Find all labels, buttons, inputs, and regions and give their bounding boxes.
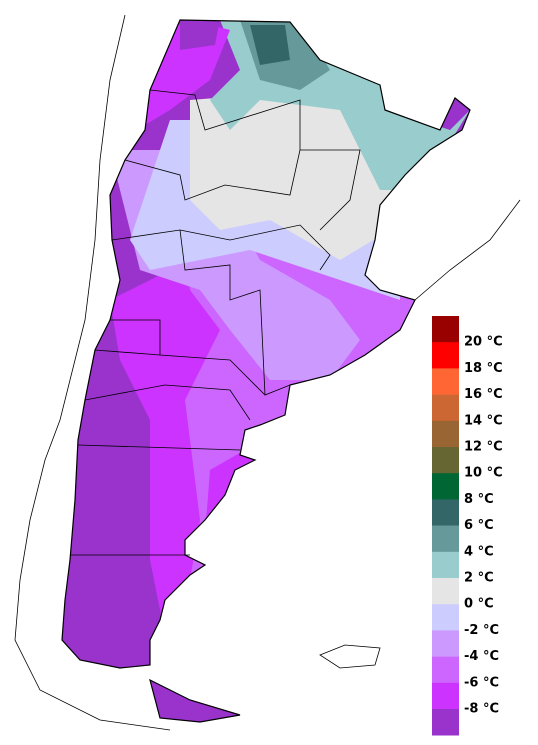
province-borders [70,89,361,556]
legend-swatch [432,342,459,369]
legend-label: 4 °C [464,544,494,559]
legend-label: 18 °C [464,361,503,376]
legend-swatch [432,473,459,500]
legend-label: 14 °C [464,413,503,428]
legend-swatch [432,394,459,422]
legend-swatch [432,368,459,395]
legend-label: -4 °C [464,649,499,664]
legend-label: 8 °C [464,492,494,507]
legend-swatch [432,316,459,343]
legend-label: 6 °C [464,518,494,533]
legend-swatch [432,656,459,684]
legend-swatch [432,420,459,448]
country-outline [61,19,471,723]
legend-label: 20 °C [464,335,503,350]
legend-swatch [432,447,459,474]
legend-swatch [432,499,459,526]
legend-swatch [432,604,459,631]
legend-swatch [432,551,459,579]
neighbor-coast [14,14,521,731]
legend-swatch [432,630,459,657]
legend-swatch [432,525,459,553]
legend-label: 12 °C [464,440,503,455]
legend: 20 °C 18 °C 16 °C 14 °C 12 °C 10 °C 8 °C 6 °C 4 … [432,316,503,736]
legend-label: 0 °C [464,597,494,612]
legend-swatch [432,682,459,710]
legend-label: -8 °C [464,702,499,717]
legend-label: 10 °C [464,466,503,481]
legend-swatch [432,709,459,736]
legend-label: -6 °C [464,675,499,690]
legend-label: 16 °C [464,387,503,402]
legend-swatch [432,578,459,605]
legend-label: 2 °C [464,571,494,586]
legend-label: -2 °C [464,623,499,638]
